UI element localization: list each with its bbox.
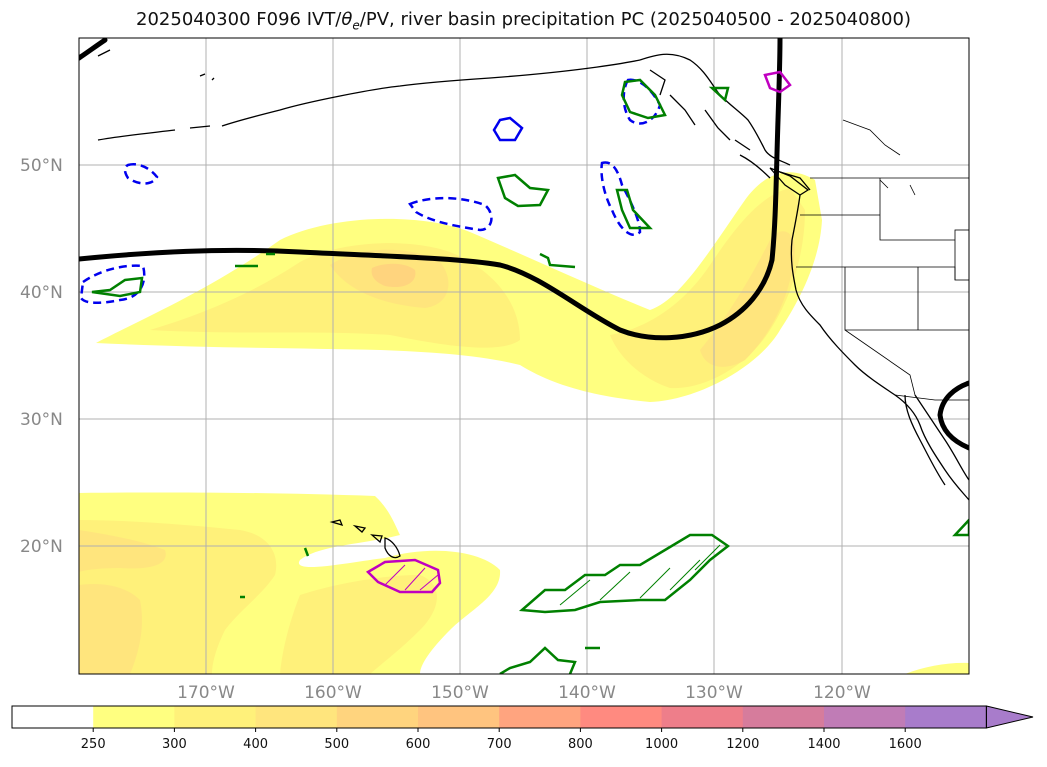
colorbar-tick-label: 500 — [324, 737, 349, 752]
colorbar-segment — [174, 706, 257, 728]
map-area — [79, 38, 969, 674]
green-hatch-lines — [559, 544, 721, 606]
colorbar-segment — [12, 706, 94, 728]
state-box — [954, 229, 969, 281]
alaska-islands — [649, 69, 751, 151]
blue-dashed-contour-1 — [123, 163, 159, 185]
ivt-southeast-patch — [905, 662, 969, 674]
graticule — [79, 38, 969, 674]
colorbar-segment — [742, 706, 825, 728]
colorbar-tick-label: 250 — [81, 737, 106, 752]
pv-contours — [79, 38, 969, 451]
pv-contour-main — [79, 38, 783, 341]
ivt-band-south-400 — [79, 530, 166, 572]
blue-solid-contour — [492, 116, 524, 142]
lon-label-160w: 160°W — [304, 683, 362, 703]
green-contour-7 — [499, 646, 577, 674]
lon-label-140w: 140°W — [558, 683, 616, 703]
longitude-labels: 170°W 160°W 150°W 140°W 130°W 120°W — [177, 683, 871, 703]
gulf-california — [914, 394, 969, 481]
coast-detail-ticks — [842, 119, 916, 196]
colorbar: 250 300 400 500 600 700 800 1000 1200 1400 1600 — [11, 705, 1034, 752]
coastlines — [97, 49, 969, 559]
blue-dashed-contour-4 — [600, 161, 642, 236]
pv-contour-east-loop — [937, 380, 969, 451]
colorbar-tick-label: 1000 — [645, 737, 678, 752]
colorbar-tick-label: 1200 — [726, 737, 759, 752]
green-contour-6 — [235, 252, 576, 269]
title-prefix: 2025040300 F096 IVT/ — [136, 9, 342, 30]
lat-label-30: 30°N — [20, 410, 63, 430]
pv-contour-northwest — [79, 38, 108, 61]
colorbar-tick-label: 1600 — [889, 737, 922, 752]
magenta-contour-2 — [763, 70, 792, 94]
ivt-shading — [79, 172, 969, 674]
lat-label-20: 20°N — [20, 537, 63, 557]
magenta-hatch-lines — [384, 564, 439, 591]
colorbar-tick-label: 1400 — [807, 737, 840, 752]
baja-peninsula — [904, 394, 946, 486]
colorbar-segment — [661, 706, 744, 728]
green-contour-1 — [496, 173, 550, 208]
vancouver-island — [769, 167, 810, 196]
colorbar-segment — [336, 706, 419, 728]
colorbar-tick-label: 300 — [162, 737, 187, 752]
green-contour-4 — [708, 86, 730, 103]
political-borders — [796, 119, 969, 401]
ivt-band-south-300b — [280, 575, 437, 674]
colorbar-tick-label: 800 — [568, 737, 593, 752]
aleutian-bits — [97, 49, 215, 81]
lon-label-130w: 130°W — [685, 683, 743, 703]
title-suffix: /PV, river basin precipitation PC (20250… — [359, 9, 911, 30]
title-theta: θ — [341, 9, 353, 30]
map-title: 2025040300 F096 IVT/θe/PV, river basin p… — [0, 9, 1047, 33]
colorbar-tick-label: 600 — [406, 737, 431, 752]
us-west-coast — [790, 194, 969, 501]
green-contour-5 — [91, 276, 144, 298]
title-theta-subscript: e — [352, 18, 360, 33]
theta-e-contours — [79, 70, 969, 674]
green-hatched-contour-1 — [518, 533, 731, 614]
lat-label-50: 50°N — [20, 156, 63, 176]
lon-label-150w: 150°W — [431, 683, 489, 703]
colorbar-tick-label: 700 — [487, 737, 512, 752]
hawaii-islands — [329, 519, 401, 559]
mexico-border — [894, 394, 969, 401]
ivt-band-south-400b — [79, 583, 142, 674]
map-frame — [78, 37, 970, 675]
colorbar-tick-label: 400 — [243, 737, 268, 752]
green-contour-2 — [620, 78, 667, 120]
colorbar-extend-arrow — [985, 705, 1034, 729]
lon-label-120w: 120°W — [813, 683, 871, 703]
green-contour-8 — [240, 518, 969, 650]
lon-label-170w: 170°W — [177, 683, 235, 703]
green-contour-3 — [615, 188, 653, 230]
colorbar-segment — [824, 706, 906, 728]
ivt-band-north-500 — [371, 263, 416, 288]
colorbar-segment — [499, 706, 581, 728]
alaska-coast — [97, 59, 641, 141]
latitude-labels: 50°N 40°N 30°N 20°N — [20, 156, 63, 557]
colorbar-segment — [905, 706, 987, 728]
colorbar-segment — [255, 706, 338, 728]
lat-label-40: 40°N — [20, 283, 63, 303]
alaska-panhandle — [639, 53, 791, 166]
colorbar-segment — [580, 706, 663, 728]
colorbar-segment — [418, 706, 500, 728]
colorbar-segment — [93, 706, 175, 728]
nevada-border — [844, 329, 916, 396]
blue-dashed-contour-2 — [408, 196, 493, 232]
